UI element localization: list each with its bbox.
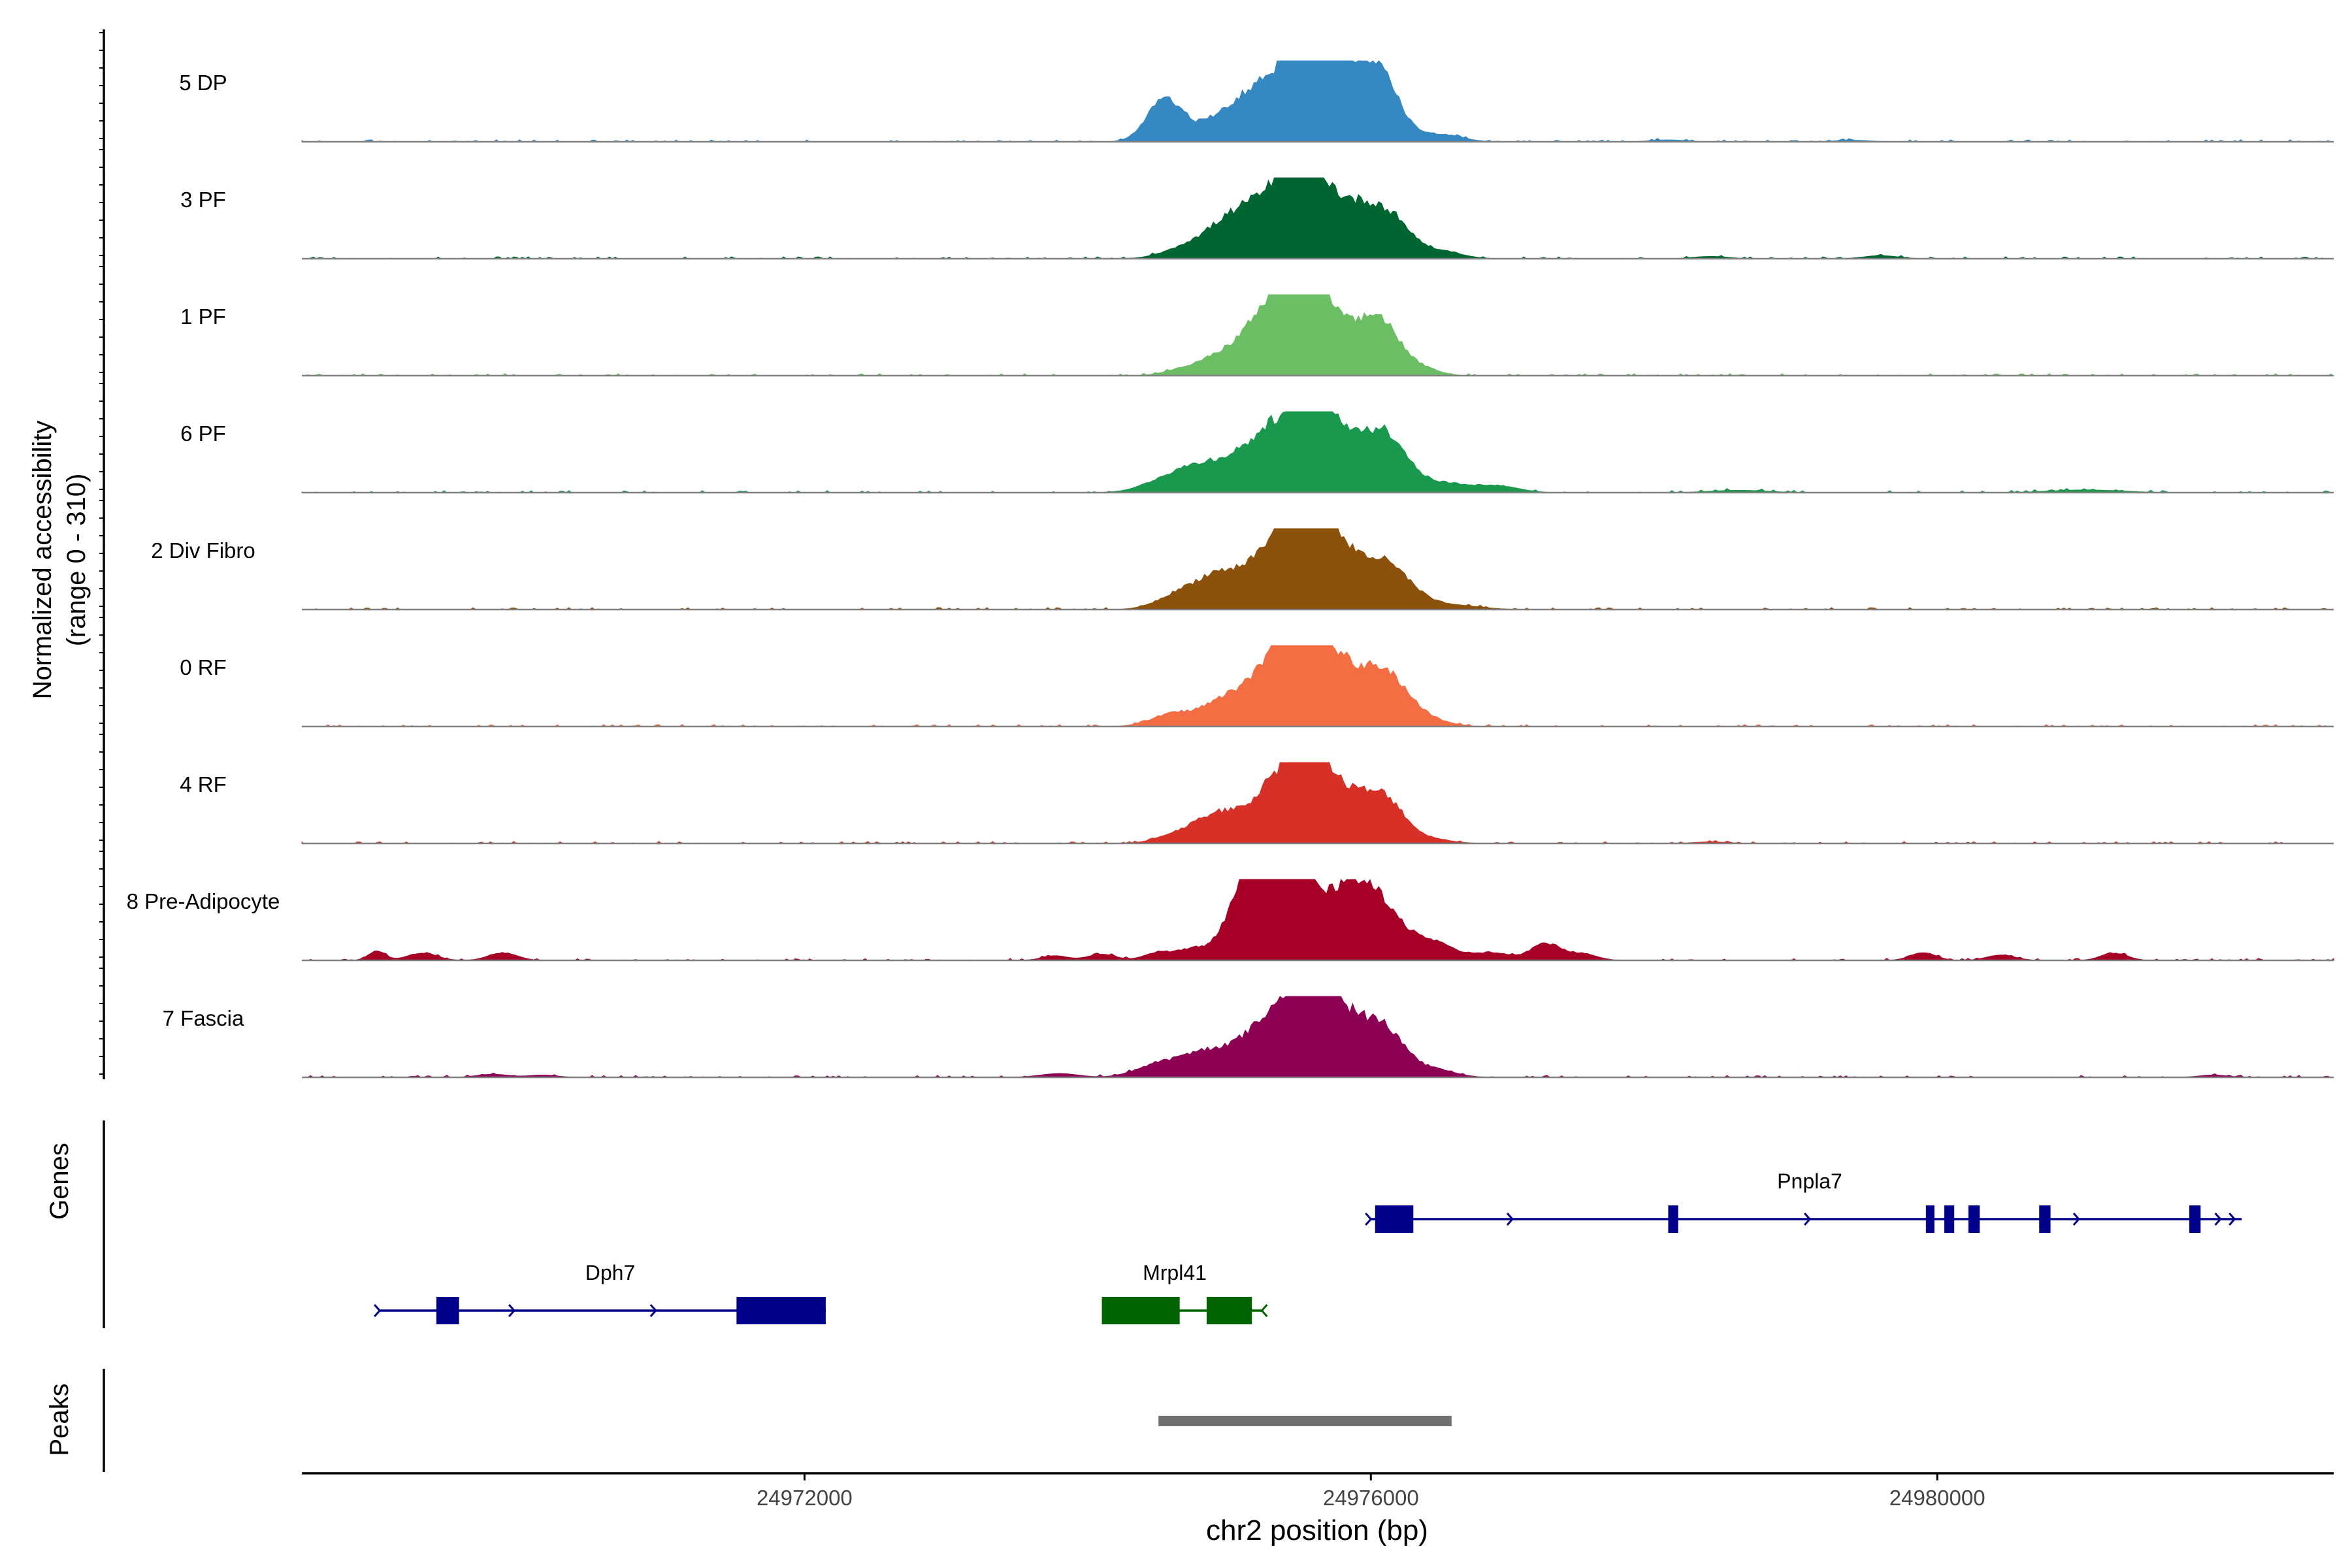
track-2-div-fibro: 2 Div Fibro — [151, 528, 2334, 611]
gene-exon — [1102, 1297, 1180, 1324]
x-axis-label: chr2 position (bp) — [1206, 1514, 1428, 1546]
track-4-rf: 4 RF — [180, 762, 2334, 845]
track-label: 2 Div Fibro — [151, 538, 255, 563]
track-8-pre-adipocyte: 8 Pre-Adipocyte — [127, 879, 2334, 962]
gene-exon — [1375, 1205, 1414, 1233]
strand-arrow — [1260, 1304, 1268, 1317]
strand-arrow — [2072, 1213, 2080, 1226]
gene-exon — [1944, 1205, 1955, 1233]
track-6-pf: 6 PF — [180, 411, 2334, 494]
track-label: 8 Pre-Adipocyte — [127, 889, 280, 913]
strand-arrow — [508, 1304, 516, 1317]
strand-arrow — [2214, 1213, 2222, 1226]
gene-dph7: Dph7 — [374, 1261, 826, 1324]
track-label: 6 PF — [180, 421, 226, 446]
left-axis — [99, 29, 105, 1079]
strand-arrow — [1803, 1213, 1812, 1226]
track-label: 7 Fascia — [163, 1006, 244, 1030]
peak-region-bar — [1158, 1416, 1452, 1426]
gene-label: Mrpl41 — [1143, 1261, 1207, 1284]
gene-label: Pnpla7 — [1777, 1169, 1842, 1193]
gene-exon — [1925, 1205, 1935, 1233]
peaks-panel-label: Peaks — [45, 1383, 74, 1456]
y-axis-label-line1: Normalized accessibility — [28, 421, 57, 700]
gene-exon — [2039, 1205, 2051, 1233]
track-7-fascia: 7 Fascia — [163, 996, 2334, 1079]
track-label: 3 PF — [180, 188, 226, 212]
peak-regions — [1158, 1416, 1452, 1426]
gene-mrpl41: Mrpl41 — [1102, 1261, 1268, 1324]
gene-models: Dph7 Mrpl41 Pnpla7 — [374, 1169, 2242, 1324]
gene-exon — [1668, 1205, 1678, 1233]
track-5-dp: 5 DP — [179, 60, 2334, 143]
gene-exon — [2189, 1205, 2201, 1233]
track-label: 5 DP — [179, 71, 227, 95]
track-3-pf: 3 PF — [180, 177, 2334, 260]
track-label: 4 RF — [180, 772, 227, 796]
strand-arrow — [2229, 1213, 2236, 1226]
track-0-rf: 0 RF — [180, 645, 2334, 728]
gene-exon — [1206, 1297, 1252, 1324]
track-1-pf: 1 PF — [180, 294, 2335, 377]
genes-panel-label: Genes — [45, 1143, 74, 1220]
track-label: 1 PF — [180, 304, 226, 329]
x-tick-label: 24976000 — [1323, 1486, 1419, 1510]
track-label: 0 RF — [180, 655, 227, 679]
gene-exon — [736, 1297, 826, 1324]
gene-exon — [436, 1297, 459, 1324]
y-axis-label-line2: (range 0 - 310) — [62, 474, 91, 647]
coverage-tracks: 5 DP 3 PF 1 PF 6 PF 2 Div Fibro 0 RF 4 RF 8 Pre… — [127, 60, 2335, 1079]
strand-arrow — [1506, 1213, 1514, 1226]
gene-exon — [1968, 1205, 1980, 1233]
strand-arrow — [1365, 1213, 1373, 1226]
gene-label: Dph7 — [585, 1261, 636, 1284]
x-tick-label: 24980000 — [1889, 1486, 1985, 1510]
gene-pnpla7: Pnpla7 — [1365, 1169, 2242, 1233]
strand-arrow — [374, 1304, 382, 1317]
strand-arrow — [649, 1304, 657, 1317]
x-tick-label: 24972000 — [757, 1486, 853, 1510]
x-axis: 24972000 24976000 24980000 — [302, 1472, 2334, 1510]
